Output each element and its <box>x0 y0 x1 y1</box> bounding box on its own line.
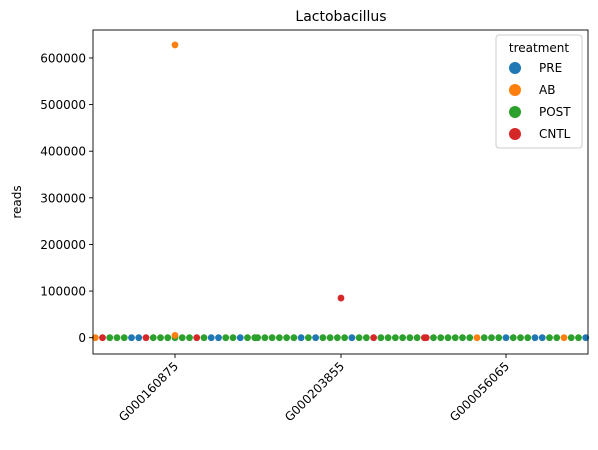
x-tick-label: G000056065 <box>447 359 512 424</box>
data-point-pre <box>582 334 590 342</box>
x-axis: G000160875 G000203855 G000056065 <box>116 354 512 424</box>
y-tick-label: 400000 <box>40 145 86 159</box>
data-point-post <box>495 334 503 342</box>
data-point-post <box>164 334 172 342</box>
data-point-pre <box>348 334 356 342</box>
x-tick-label: G000203855 <box>282 359 347 424</box>
y-tick-label: 600000 <box>40 51 86 65</box>
data-point-post <box>355 334 363 342</box>
data-point-post <box>413 334 421 342</box>
data-point-post <box>437 334 445 342</box>
data-point-cntl <box>193 334 201 342</box>
axes-frame <box>92 29 589 355</box>
data-point-post <box>261 334 269 342</box>
y-axis-label: reads <box>10 185 24 218</box>
data-point-post <box>254 334 262 342</box>
data-point-post <box>120 334 128 342</box>
data-point-post <box>178 334 186 342</box>
data-point-post <box>268 334 276 342</box>
data-point-post <box>200 334 208 342</box>
data-point-post <box>575 334 582 342</box>
data-point-pre <box>236 334 244 342</box>
data-point-post <box>186 334 193 342</box>
legend-marker-ab <box>509 84 521 96</box>
legend-marker-post <box>509 106 521 118</box>
data-point-post <box>391 334 399 342</box>
data-point-cntl <box>142 334 150 342</box>
data-point-pre <box>502 334 510 342</box>
data-point-post <box>509 334 517 342</box>
data-point-post <box>362 334 370 342</box>
data-point-post <box>222 334 230 342</box>
data-point-cntl <box>99 334 106 342</box>
legend-label-post: POST <box>539 105 571 119</box>
data-point-cntl <box>370 334 378 342</box>
data-point-ab <box>473 334 481 342</box>
legend-label-ab: AB <box>539 83 555 97</box>
data-point-pre <box>531 334 539 342</box>
y-tick-label: 500000 <box>40 98 86 112</box>
data-point-post <box>113 334 121 342</box>
data-point-post <box>546 334 553 342</box>
data-point-ab <box>560 334 568 342</box>
data-point-post <box>319 334 327 342</box>
data-point-post <box>106 334 114 342</box>
x-tick-label: G000160875 <box>116 359 181 424</box>
data-point-post <box>466 334 474 342</box>
data-point-post <box>341 334 349 342</box>
data-point-post <box>480 334 488 342</box>
data-point-post <box>275 334 283 342</box>
data-point-post <box>326 334 334 342</box>
data-point-post <box>553 334 561 342</box>
data-point-post <box>451 334 459 342</box>
chart-title: Lactobacillus <box>295 9 386 25</box>
data-point-post <box>333 334 341 342</box>
y-tick-label: 100000 <box>40 285 86 299</box>
data-point-pre <box>207 334 215 342</box>
plot-area <box>91 41 590 342</box>
data-point-post <box>244 334 251 342</box>
y-axis: 0 100000 200000 300000 400000 500000 600000 <box>40 51 93 345</box>
data-point-cntl <box>337 294 345 302</box>
data-point-pre <box>538 334 546 342</box>
y-tick-label: 200000 <box>40 238 86 252</box>
legend-marker-cntl <box>509 128 521 140</box>
data-point-post <box>384 334 392 342</box>
data-point-post <box>406 334 414 342</box>
data-point-post <box>377 334 385 342</box>
data-point-ab <box>171 41 179 49</box>
data-point-post <box>283 334 291 342</box>
data-point-post <box>290 334 298 342</box>
data-point-post <box>444 334 452 342</box>
data-point-post <box>517 334 524 342</box>
data-point-post <box>567 334 575 342</box>
data-point-ab <box>91 334 99 342</box>
y-tick-label: 300000 <box>40 191 86 205</box>
y-tick-label: 0 <box>78 331 86 345</box>
data-point-post <box>430 334 437 342</box>
data-point-post <box>304 334 312 342</box>
data-point-ab <box>171 331 179 339</box>
data-point-cntl <box>422 334 430 342</box>
legend-label-pre: PRE <box>539 61 562 75</box>
legend: treatment PRE AB POST CNTL <box>495 34 583 149</box>
data-point-post <box>524 334 532 342</box>
data-point-post <box>399 334 407 342</box>
data-point-post <box>229 334 237 342</box>
legend-marker-pre <box>509 62 521 74</box>
legend-title: treatment <box>509 41 569 55</box>
data-point-pre <box>128 334 135 342</box>
data-point-pre <box>135 334 143 342</box>
legend-label-cntl: CNTL <box>539 127 571 141</box>
data-point-pre <box>297 334 305 342</box>
data-point-post <box>157 334 164 342</box>
data-point-post <box>488 334 495 342</box>
data-point-pre <box>312 334 320 342</box>
data-point-post <box>149 334 157 342</box>
data-point-post <box>459 334 466 342</box>
data-point-pre <box>215 334 222 342</box>
